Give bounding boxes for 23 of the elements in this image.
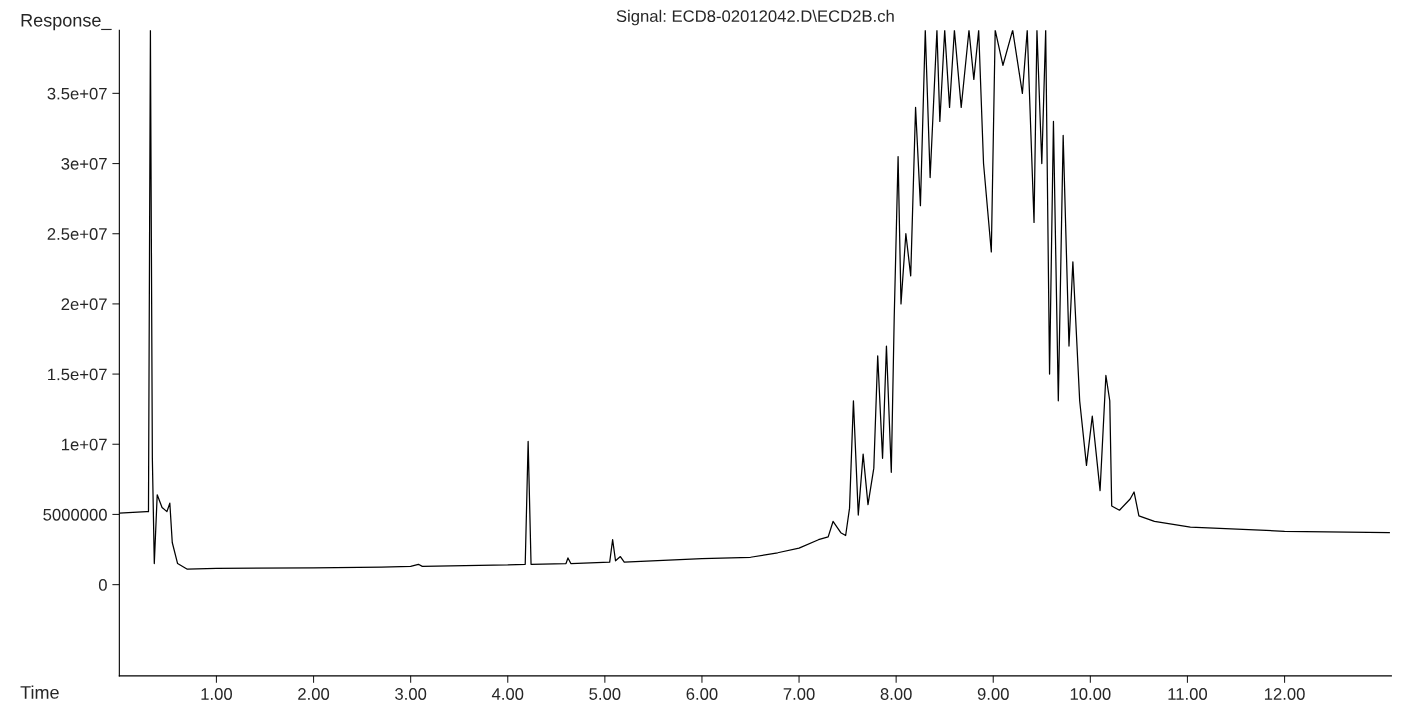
y-tick-label: 0 — [98, 579, 107, 591]
y-tick-label: 5000000 — [43, 508, 107, 521]
x-tick-label: 9.00 — [977, 688, 1009, 700]
x-tick-label: 6.00 — [686, 688, 718, 700]
y-tick-label: 3.5e+07 — [47, 87, 107, 100]
x-tick-label: 2.00 — [298, 688, 330, 700]
x-tick-label: 12.00 — [1264, 688, 1305, 700]
x-tick-label: 5.00 — [589, 688, 621, 700]
y-tick-label: 1.5e+07 — [48, 368, 107, 381]
y-tick-label: 2.5e+07 — [47, 228, 107, 240]
y-tick-label: 3e+07 — [61, 157, 107, 170]
y-tick-label: 2e+07 — [61, 298, 107, 311]
chart-title: Signal: ECD8-02012042.D\ECD2B.ch — [616, 9, 894, 26]
x-tick-label: 11.00 — [1168, 688, 1208, 700]
y-axis-title: Response_ — [21, 14, 112, 31]
x-tick-label: 10.00 — [1070, 688, 1111, 700]
x-axis-title: Time — [20, 685, 59, 699]
x-tick-label: 1.00 — [201, 688, 233, 700]
x-tick-label: 7.00 — [783, 688, 815, 700]
x-tick-label: 4.00 — [491, 688, 524, 700]
x-tick-label: 3.00 — [395, 688, 427, 700]
y-tick-label: 1e+07 — [62, 438, 107, 451]
x-tick-label: 8.00 — [880, 688, 912, 700]
